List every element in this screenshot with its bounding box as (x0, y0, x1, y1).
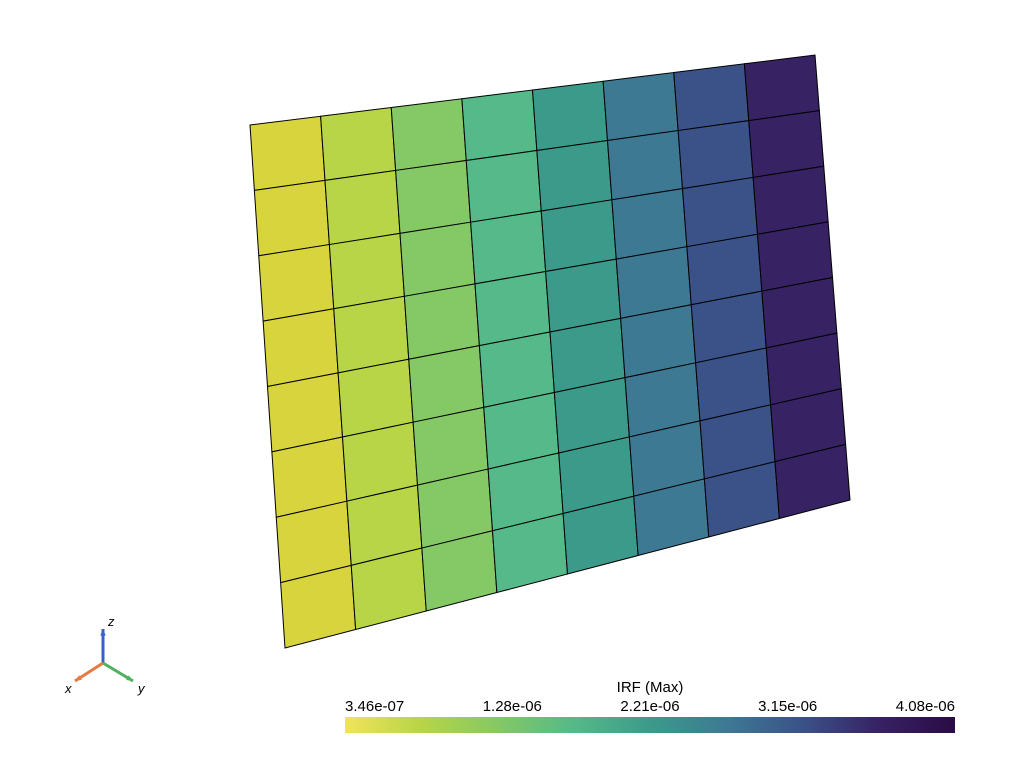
mesh-cell (466, 151, 541, 223)
mesh-cell (744, 55, 819, 121)
mesh-cell (678, 121, 753, 189)
mesh-cell (400, 222, 475, 296)
colorbar-tick-label: 1.28e-06 (483, 698, 542, 715)
mesh-cell (250, 116, 325, 190)
colorbar-gradient (345, 717, 955, 733)
mesh-cell (259, 245, 334, 322)
colorbar-tick-label: 4.08e-06 (896, 698, 955, 715)
mesh-cell (749, 111, 824, 178)
axis-label-y: y (137, 681, 146, 696)
colorbar-labels: 3.46e-07 1.28e-06 2.21e-06 3.15e-06 4.08e-06 (345, 698, 955, 715)
mesh-cell (533, 81, 608, 150)
axis-label-x: x (64, 681, 72, 696)
colorbar-tick-label: 3.46e-07 (345, 698, 404, 715)
mesh-cell (325, 170, 400, 244)
colorbar-tick-label: 3.15e-06 (758, 698, 817, 715)
mesh-cell (674, 64, 749, 131)
mesh-cell (396, 160, 471, 233)
colorbar: IRF (Max) 3.46e-07 1.28e-06 2.21e-06 3.15e-… (345, 679, 955, 738)
axis-triad: z y x (55, 608, 155, 708)
colorbar-tick-label: 2.21e-06 (620, 698, 679, 715)
mesh-cell (603, 73, 678, 141)
mesh-cell (329, 233, 404, 308)
mesh-cell (391, 99, 466, 171)
mesh-cell (608, 131, 683, 200)
colorbar-title: IRF (Max) (345, 679, 955, 696)
mesh-cell (321, 108, 396, 181)
axis-triad-svg: z y x (55, 608, 155, 708)
mesh-cell (254, 180, 329, 255)
mesh-cell (462, 90, 537, 160)
mesh-cell (537, 141, 612, 211)
axis-label-z: z (107, 614, 115, 629)
